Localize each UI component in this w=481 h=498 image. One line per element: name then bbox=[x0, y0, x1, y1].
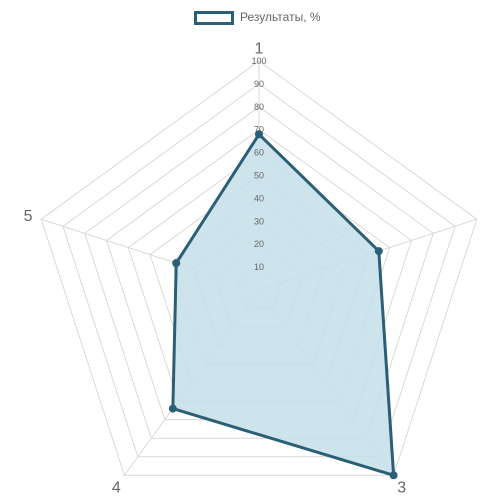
legend-swatch bbox=[194, 11, 234, 25]
data-point bbox=[374, 247, 383, 256]
point-label: 5 bbox=[24, 208, 33, 225]
point-label: 3 bbox=[397, 479, 406, 496]
tick-label: 30 bbox=[254, 216, 264, 226]
tick-label: 10 bbox=[254, 262, 264, 272]
point-label: 4 bbox=[112, 479, 121, 496]
tick-label: 70 bbox=[254, 125, 264, 135]
tick-label: 80 bbox=[254, 102, 264, 112]
grid-ring bbox=[40, 60, 478, 476]
tick-label: 20 bbox=[254, 239, 264, 249]
tick-label: 90 bbox=[254, 79, 264, 89]
data-point bbox=[168, 404, 177, 413]
data-point bbox=[255, 130, 263, 139]
series-area bbox=[171, 132, 396, 477]
tick-label: 50 bbox=[254, 171, 264, 181]
data-point bbox=[172, 259, 181, 268]
legend[interactable]: Результаты, % bbox=[0, 8, 481, 28]
point-label: 1 bbox=[255, 40, 264, 57]
legend-label: Результаты, % bbox=[240, 10, 321, 24]
grid-ring bbox=[84, 106, 434, 439]
tick-label: 40 bbox=[254, 193, 264, 203]
tick-label: 60 bbox=[254, 148, 264, 158]
data-point bbox=[389, 471, 398, 480]
grid-ring bbox=[62, 83, 456, 458]
tick-label: 100 bbox=[251, 56, 266, 66]
